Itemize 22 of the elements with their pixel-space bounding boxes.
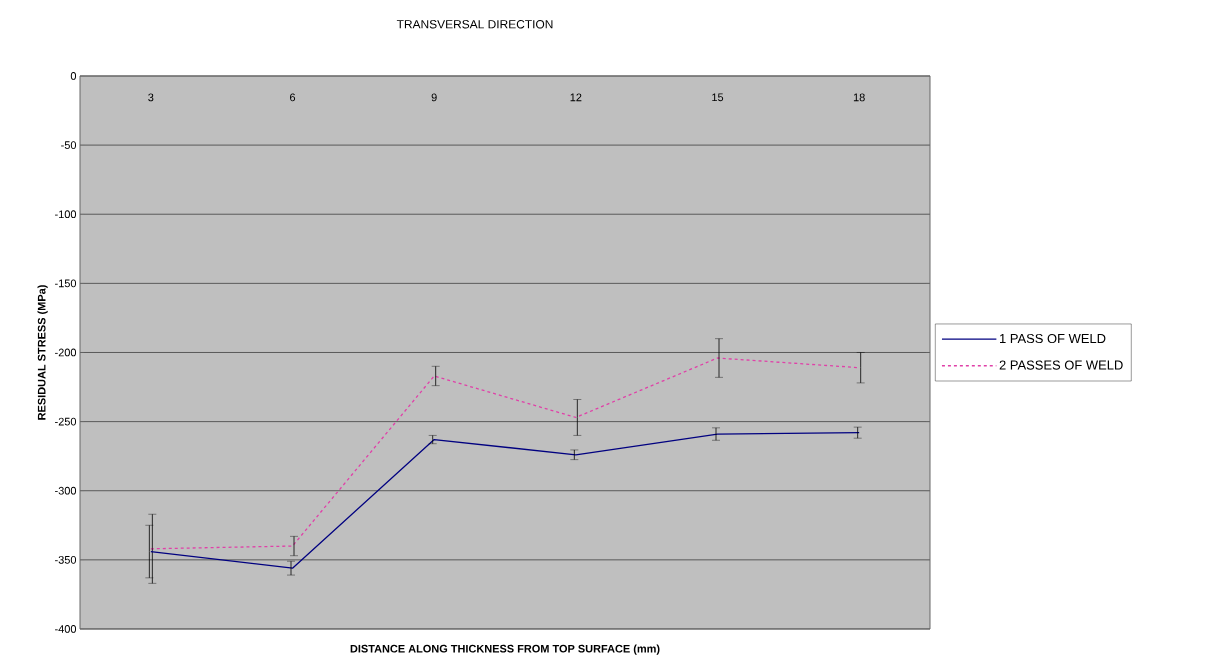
x-tick-label: 18 — [853, 93, 865, 102]
x-axis-title: DISTANCE ALONG THICKNESS FROM TOP SURFACE (mm) — [350, 644, 660, 655]
x-tick-label: 3 — [148, 93, 154, 102]
y-axis-title: RESIDUAL STRESS (MPa) — [37, 285, 48, 420]
legend-label: 2 PASSES OF WELD — [999, 360, 1123, 370]
x-tick-label: 15 — [712, 93, 724, 102]
y-tick-label: -300 — [55, 486, 77, 495]
legend-label: 1 PASS OF WELD — [1000, 333, 1106, 344]
y-tick-label: -50 — [61, 141, 77, 149]
line-series — [150, 432, 860, 569]
line-series — [150, 357, 860, 550]
x-tick-label: 12 — [570, 93, 582, 102]
y-tick-label: -200 — [55, 348, 77, 357]
y-tick-label: -350 — [55, 555, 77, 564]
y-tick-label: -400 — [55, 625, 77, 633]
y-tick-label: -250 — [55, 417, 77, 426]
y-tick-label: -100 — [55, 210, 77, 219]
y-tick-label: -150 — [55, 279, 77, 288]
x-tick-label: 9 — [431, 93, 437, 102]
chart-title: TRANSVERSAL DIRECTION — [396, 20, 553, 29]
x-tick-label: 6 — [290, 93, 296, 102]
y-tick-label: 0 — [70, 72, 77, 80]
